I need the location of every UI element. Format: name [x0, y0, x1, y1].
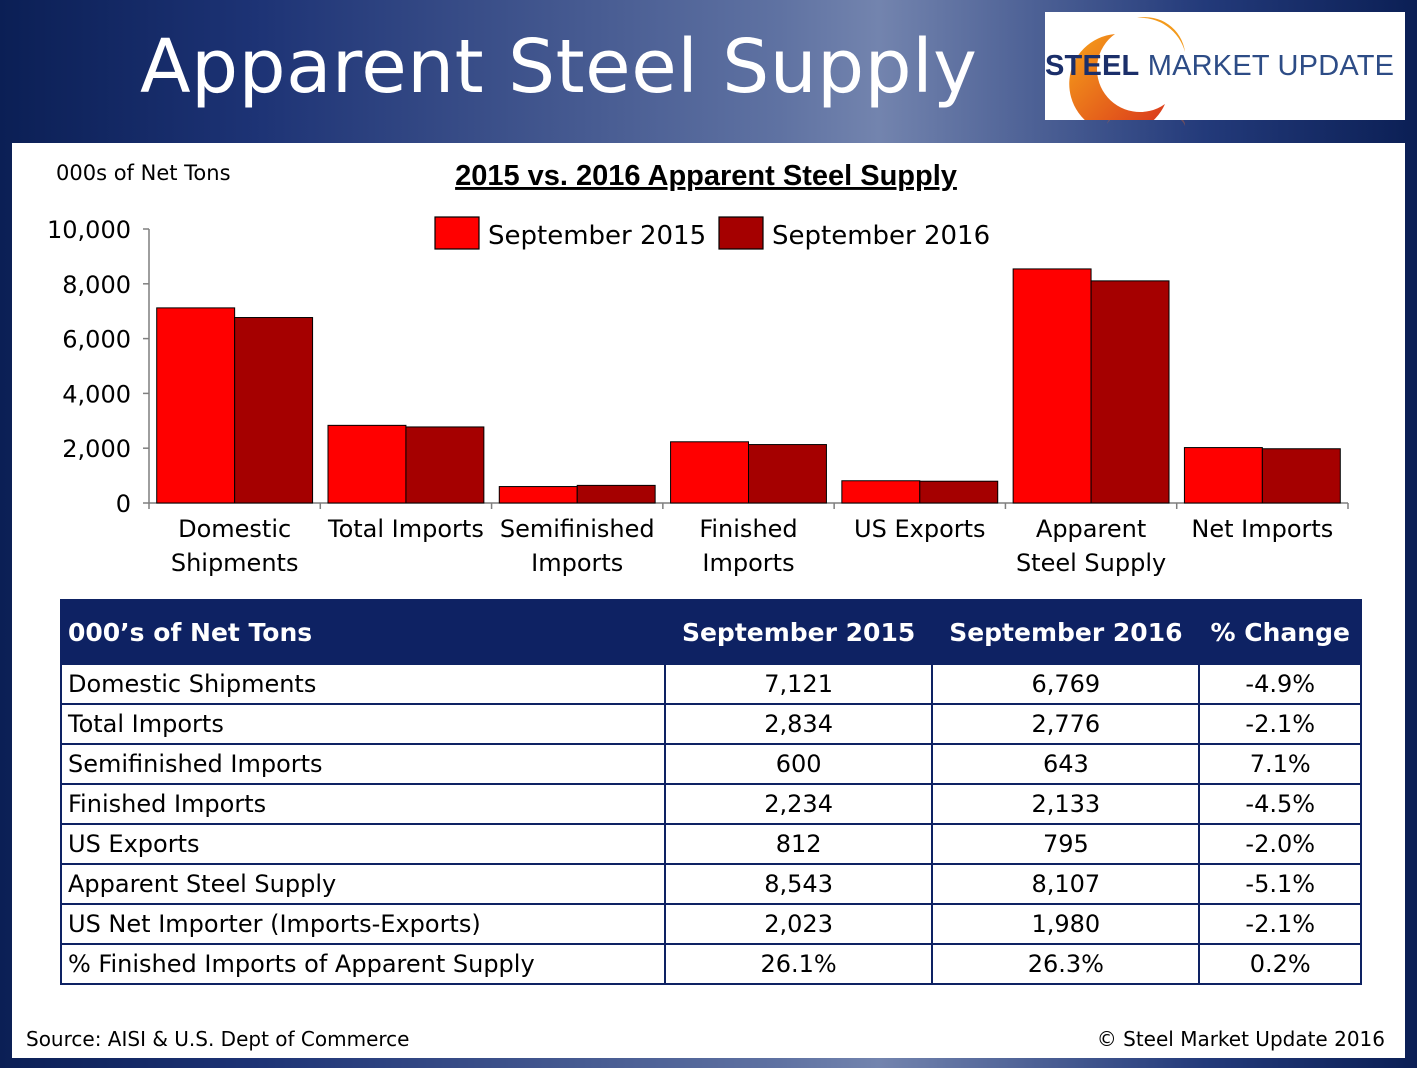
cell-2016: 2,133: [931, 783, 1201, 825]
steel-market-update-logo: STEEL MARKET UPDATE: [1045, 12, 1405, 120]
x-axis-labels: Domestic Shipments Total Imports Semifinish…: [171, 515, 1333, 577]
y-tick-label: 4,000: [62, 380, 131, 408]
bar-2015: [841, 480, 921, 504]
cell-2016: 6,769: [931, 663, 1201, 705]
logo-swoosh-icon: [1069, 17, 1185, 120]
table-row: Apparent Steel Supply 8,543 8,107 -5.1%: [60, 863, 1362, 905]
cell-2016: 795: [931, 823, 1201, 865]
cell-2015: 7,121: [663, 663, 934, 705]
header-sept-2015: September 2015: [663, 599, 934, 665]
y-axis-label: 000s of Net Tons: [56, 161, 231, 185]
source-note: Source: AISI & U.S. Dept of Commerce: [26, 1027, 410, 1051]
cell-change: -2.1%: [1198, 903, 1362, 945]
chart-bars: [156, 268, 1341, 504]
x-tick-label: Finished: [699, 515, 797, 543]
bar-2016: [1261, 448, 1341, 504]
bar-2015: [498, 486, 578, 504]
copyright-note: © Steel Market Update 2016: [1096, 1027, 1385, 1051]
bar-2016: [576, 484, 656, 504]
legend-swatch-2016: [718, 216, 764, 250]
cell-2015: 26.1%: [663, 943, 934, 985]
legend-label-2015: September 2015: [488, 221, 706, 251]
row-label: Domestic Shipments: [60, 663, 666, 705]
y-tick-label: 8,000: [62, 271, 131, 299]
bar-2015: [327, 424, 407, 504]
x-tick-label: Shipments: [171, 549, 299, 577]
table-header-row: 000’s of Net Tons September 2015 Septemb…: [60, 599, 1362, 665]
y-tick-label: 10,000: [47, 216, 131, 244]
cell-2015: 2,234: [663, 783, 934, 825]
header-sept-2016: September 2016: [931, 599, 1201, 665]
x-tick-label: Imports: [531, 549, 623, 577]
bar-2016: [234, 317, 314, 504]
cell-2016: 2,776: [931, 703, 1201, 745]
row-label: US Exports: [60, 823, 666, 865]
y-tick-label: 0: [116, 490, 131, 518]
row-label: Apparent Steel Supply: [60, 863, 666, 905]
x-tick-label: Domestic: [178, 515, 291, 543]
bar-chart: 2015 vs. 2016 Apparent Steel Supply 000s…: [47, 160, 1349, 577]
cell-2016: 26.3%: [931, 943, 1201, 985]
cell-2015: 600: [663, 743, 934, 785]
bar-2015: [1012, 268, 1092, 504]
cell-2015: 8,543: [663, 863, 934, 905]
logo-word-steel: STEEL: [1045, 50, 1140, 82]
content-panel: 2015 vs. 2016 Apparent Steel Supply 000s…: [12, 143, 1405, 1058]
bar-2015: [156, 307, 236, 504]
legend-label-2016: September 2016: [772, 221, 990, 251]
chart-legend: September 2015 September 2016: [434, 216, 990, 251]
table-row: % Finished Imports of Apparent Supply 26…: [60, 943, 1362, 985]
y-tick-label: 2,000: [62, 435, 131, 463]
cell-change: -2.1%: [1198, 703, 1362, 745]
bar-2016: [748, 444, 827, 504]
row-label: US Net Importer (Imports-Exports): [60, 903, 666, 945]
header-pct-change: % Change: [1198, 599, 1362, 665]
row-label: Finished Imports: [60, 783, 666, 825]
table-row: Finished Imports 2,234 2,133 -4.5%: [60, 783, 1362, 825]
slide-title: Apparent Steel Supply: [140, 24, 978, 110]
bar-2016: [405, 426, 485, 504]
bar-2016: [919, 480, 999, 504]
cell-2016: 8,107: [931, 863, 1201, 905]
cell-change: -4.9%: [1198, 663, 1362, 705]
x-tick-label: US Exports: [854, 515, 986, 543]
cell-2015: 2,023: [663, 903, 934, 945]
cell-2015: 2,834: [663, 703, 934, 745]
logo-text: STEEL MARKET UPDATE: [1045, 50, 1405, 83]
logo-reflection: [1045, 120, 1405, 144]
chart-title: 2015 vs. 2016 Apparent Steel Supply: [455, 160, 957, 192]
table-row: Semifinished Imports 600 643 7.1%: [60, 743, 1362, 785]
x-tick-label: Apparent: [1036, 515, 1146, 543]
cell-change: -4.5%: [1198, 783, 1362, 825]
x-tick-label: Semifinished: [500, 515, 655, 543]
y-tick-label: 6,000: [62, 326, 131, 354]
table-row: Domestic Shipments 7,121 6,769 -4.9%: [60, 663, 1362, 705]
data-table: 000’s of Net Tons September 2015 Septemb…: [60, 599, 1362, 985]
cell-2015: 812: [663, 823, 934, 865]
row-label: Total Imports: [60, 703, 666, 745]
x-tick-label: Total Imports: [327, 515, 484, 543]
x-tick-label: Steel Supply: [1016, 549, 1166, 577]
cell-change: 7.1%: [1198, 743, 1362, 785]
bar-2015: [1183, 447, 1263, 504]
bar-2015: [670, 441, 749, 504]
row-label: % Finished Imports of Apparent Supply: [60, 943, 666, 985]
header-metric: 000’s of Net Tons: [60, 599, 666, 665]
cell-change: -2.0%: [1198, 823, 1362, 865]
cell-2016: 1,980: [931, 903, 1201, 945]
row-label: Semifinished Imports: [60, 743, 666, 785]
legend-swatch-2015: [434, 216, 480, 250]
logo-word-market-update: MARKET UPDATE: [1147, 50, 1395, 82]
cell-change: -5.1%: [1198, 863, 1362, 905]
cell-2016: 643: [931, 743, 1201, 785]
table-row: US Exports 812 795 -2.0%: [60, 823, 1362, 865]
bar-2016: [1090, 280, 1170, 504]
table-row: US Net Importer (Imports-Exports) 2,023 …: [60, 903, 1362, 945]
x-tick-label: Imports: [702, 549, 794, 577]
table-row: Total Imports 2,834 2,776 -2.1%: [60, 703, 1362, 745]
cell-change: 0.2%: [1198, 943, 1362, 985]
x-tick-label: Net Imports: [1191, 515, 1333, 543]
